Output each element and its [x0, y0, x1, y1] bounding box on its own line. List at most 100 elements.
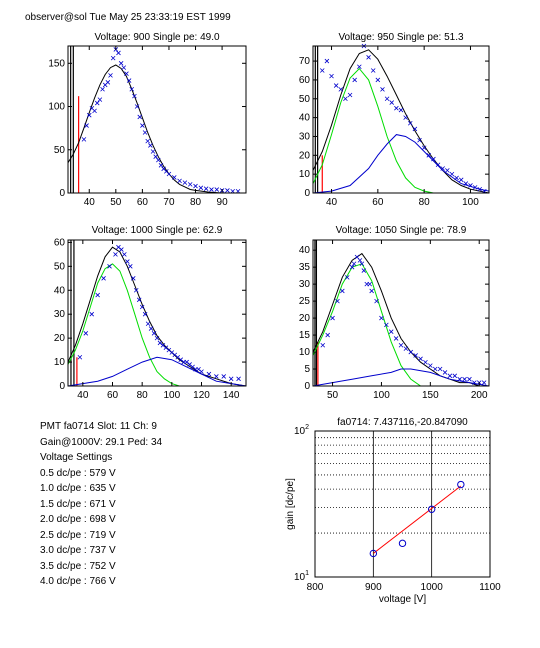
- data-point: [122, 252, 127, 257]
- x-tick-label: 800: [307, 582, 324, 593]
- data-point: [130, 276, 136, 281]
- data-point: [452, 373, 458, 379]
- voltage-setting: 2.0 dc/pe : 698 V: [40, 514, 116, 525]
- data-point: [447, 373, 453, 379]
- data-point: [431, 156, 436, 162]
- data-point: [107, 264, 112, 269]
- fit-curve: [313, 252, 489, 386]
- data-point: [418, 356, 423, 362]
- fit-curve: [313, 134, 489, 193]
- data-point: [320, 342, 326, 348]
- data-point: [153, 154, 158, 159]
- y-tick-label: 0: [304, 381, 310, 392]
- fit-curve: [313, 368, 489, 386]
- x-tick-label: 140: [223, 390, 240, 401]
- data-point: [357, 258, 363, 263]
- data-point: [421, 145, 427, 151]
- data-point: [375, 77, 381, 83]
- fit-curve: [68, 263, 187, 386]
- fit-curve: [68, 246, 246, 386]
- data-point: [154, 335, 160, 341]
- data-point: [407, 120, 413, 126]
- data-point: [457, 376, 462, 382]
- data-point: [124, 71, 129, 76]
- x-tick-label: 60: [137, 197, 149, 208]
- fit-curve: [313, 263, 421, 386]
- data-point: [118, 61, 124, 66]
- data-point: [193, 183, 198, 189]
- voltage-setting: 3.5 dc/pe : 752 V: [40, 560, 116, 572]
- data-point: [333, 83, 339, 88]
- data-point: [442, 370, 448, 375]
- data-point: [458, 177, 464, 183]
- data-point: [374, 298, 379, 304]
- data-point: [403, 346, 409, 351]
- data-point: [379, 315, 384, 321]
- data-point: [472, 185, 478, 190]
- y-tick-label: 150: [48, 58, 65, 69]
- data-point: [403, 115, 408, 120]
- y-axis-label: gain [dc/pe]: [285, 478, 296, 530]
- x-tick-label: 120: [193, 390, 210, 401]
- data-point: [139, 304, 145, 310]
- data-point: [225, 188, 230, 193]
- data-point: [178, 357, 184, 362]
- y-tick-label: 10: [299, 169, 311, 180]
- x-tick-label: 50: [110, 197, 122, 208]
- data-point: [100, 86, 105, 92]
- data-point: [129, 86, 135, 92]
- data-point: [408, 349, 414, 355]
- data-point: [151, 331, 157, 336]
- x-tick-label: 60: [107, 390, 119, 401]
- data-point: [398, 342, 404, 348]
- data-point: [335, 298, 340, 304]
- data-point: [428, 363, 433, 368]
- data-point: [330, 315, 335, 321]
- data-point: [187, 362, 192, 367]
- x-tick-label: 100: [163, 390, 180, 401]
- data-point: [148, 143, 153, 148]
- gain-info-line: Gain@1000V: 29.1 Ped: 34: [40, 436, 163, 448]
- data-point: [126, 78, 132, 83]
- data-point: [221, 374, 227, 379]
- y-tick-label: 10: [54, 357, 66, 368]
- data-point: [77, 354, 83, 360]
- y-tick-label: 50: [299, 94, 311, 105]
- data-point: [199, 369, 204, 374]
- data-point: [349, 264, 355, 270]
- y-tick-label: 20: [299, 150, 311, 161]
- y-tick-label: 5: [304, 364, 310, 375]
- y-tick-label: 70: [299, 56, 311, 67]
- y-tick-label: 100: [48, 102, 65, 113]
- data-point: [101, 276, 106, 281]
- x-tick-label: 80: [419, 197, 431, 208]
- y-tick-label: 40: [299, 113, 311, 124]
- data-point: [445, 168, 450, 173]
- y-tick-label: 20: [299, 313, 311, 324]
- data-point: [394, 105, 399, 111]
- data-point: [133, 287, 139, 293]
- data-point: [417, 137, 422, 143]
- y-tick-label: 30: [299, 279, 311, 290]
- x-tick-label: 200: [471, 390, 488, 401]
- data-point: [125, 259, 130, 264]
- data-point: [171, 175, 177, 180]
- data-point: [361, 268, 367, 273]
- data-point: [481, 380, 487, 385]
- data-point: [325, 332, 330, 338]
- data-point: [137, 114, 143, 120]
- data-point: [142, 130, 148, 135]
- gain-data-point: [457, 480, 465, 489]
- data-point: [116, 50, 121, 56]
- data-point: [198, 185, 204, 191]
- y-tick-label: 35: [299, 262, 311, 273]
- data-point: [169, 350, 175, 355]
- data-point: [423, 359, 428, 365]
- y-tick-label: 20: [54, 333, 66, 344]
- x-axis-label: voltage [V]: [379, 594, 426, 605]
- data-point: [236, 376, 241, 382]
- data-point: [128, 264, 133, 269]
- voltage-setting: 3.0 dc/pe : 737 V: [40, 545, 116, 556]
- data-point: [121, 65, 127, 70]
- data-point: [462, 376, 467, 382]
